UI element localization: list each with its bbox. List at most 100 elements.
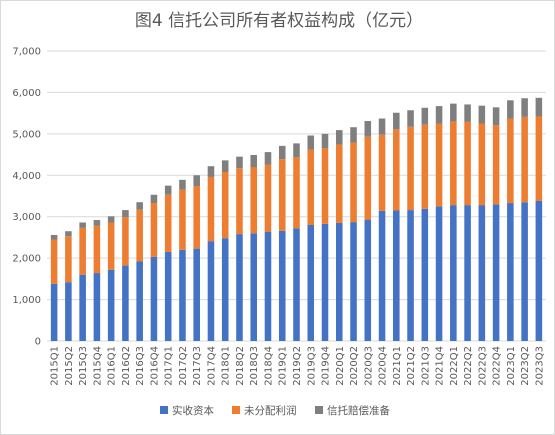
bar-segment	[350, 222, 357, 341]
bar-segment	[207, 166, 215, 177]
x-axis-tick-labels: 2015Q1 2015Q2 2015Q3 2015Q4 2016Q1 2016Q2 2016…	[50, 346, 546, 386]
x-tick-label: 2017Q1	[164, 346, 175, 386]
bar-segment	[450, 121, 457, 206]
x-tick-label: 2021Q2	[406, 346, 417, 386]
x-tick-label: 2018Q1	[221, 346, 232, 386]
bar-segment	[136, 202, 143, 210]
bar-segment	[535, 116, 543, 201]
bar-segment	[264, 152, 272, 165]
x-tick-label: 2017Q2	[178, 346, 189, 386]
bar-segment	[50, 239, 58, 284]
bar-segment	[207, 176, 215, 242]
x-tick-label: 2016Q3	[135, 346, 146, 386]
bar-segment	[278, 159, 286, 231]
bar-segment	[122, 217, 129, 266]
x-tick-label: 2015Q3	[78, 346, 89, 386]
x-tick-label: 2019Q4	[321, 346, 332, 386]
bar-segment	[421, 107, 429, 125]
bar-segment	[464, 104, 471, 122]
bar-segment	[507, 118, 514, 204]
bar-segment	[492, 125, 500, 205]
bar-segment	[335, 222, 343, 341]
bar-segment	[521, 116, 528, 203]
bar-segment	[307, 225, 315, 341]
bar-segment	[79, 222, 86, 228]
bar-segment	[50, 283, 58, 341]
bars	[50, 97, 543, 341]
bar-segment	[535, 200, 543, 341]
bar-segment	[307, 135, 315, 150]
legend-label: 信托赔偿准备	[327, 404, 390, 417]
bar-segment	[65, 236, 72, 283]
bar-segment	[321, 133, 329, 149]
x-tick-label: 2019Q1	[278, 346, 289, 386]
bar-segment	[393, 210, 400, 341]
bar-segment	[107, 216, 115, 223]
x-tick-label: 2020Q4	[378, 346, 389, 386]
bar-segment	[293, 157, 300, 229]
bar-segment	[435, 106, 443, 124]
y-tick-label: 7,000	[12, 47, 41, 58]
bar-segment	[378, 118, 386, 135]
bar-segment	[250, 154, 258, 167]
x-tick-label: 2018Q3	[249, 346, 260, 386]
bar-segment	[535, 97, 543, 117]
bar-segment	[150, 203, 158, 257]
bar-segment	[221, 160, 229, 172]
y-tick-label: 4,000	[12, 171, 41, 182]
bar-segment	[250, 167, 258, 234]
bar-segment	[136, 209, 143, 262]
bar-segment	[50, 234, 58, 240]
x-tick-label: 2018Q2	[235, 346, 246, 386]
x-tick-label: 2020Q2	[349, 346, 360, 386]
x-tick-label: 2021Q3	[420, 346, 431, 386]
x-tick-label: 2019Q3	[306, 346, 317, 386]
bar-segment	[507, 100, 514, 119]
bar-segment	[407, 210, 414, 341]
x-tick-label: 2022Q2	[463, 346, 474, 386]
y-tick-label: 2,000	[12, 254, 41, 265]
bar-segment	[122, 210, 129, 218]
bar-segment	[464, 205, 471, 341]
legend-swatch	[160, 406, 168, 414]
bar-segment	[521, 98, 528, 117]
bar-segment	[450, 205, 457, 341]
bar-segment	[164, 185, 172, 195]
bar-segment	[207, 241, 215, 341]
x-tick-label: 2016Q4	[149, 346, 160, 386]
x-tick-label: 2015Q1	[50, 346, 61, 386]
bar-segment	[193, 175, 200, 187]
x-tick-label: 2018Q4	[263, 346, 274, 386]
bar-segment	[65, 282, 72, 341]
legend-label: 实收资本	[172, 404, 214, 417]
bar-segment	[150, 256, 158, 341]
chart-title: 图4 信托公司所有者权益构成（亿元）	[135, 11, 423, 31]
bar-segment	[236, 168, 243, 235]
legend-swatch	[232, 406, 240, 414]
x-tick-label: 2023Q3	[534, 346, 545, 386]
bar-segment	[435, 123, 443, 207]
bar-segment	[221, 171, 229, 239]
bar-segment	[407, 110, 414, 127]
x-tick-label: 2020Q1	[335, 346, 346, 386]
bar-segment	[236, 234, 243, 341]
x-tick-label: 2019Q2	[292, 346, 303, 386]
bar-segment	[407, 126, 414, 211]
bar-segment	[421, 124, 429, 209]
legend-swatch	[315, 406, 323, 414]
bar-segment	[193, 248, 200, 341]
x-tick-label: 2023Q1	[506, 346, 517, 386]
bar-segment	[250, 233, 258, 341]
bar-segment	[264, 231, 272, 341]
bar-segment	[264, 164, 272, 232]
bar-segment	[79, 227, 86, 275]
bar-segment	[435, 206, 443, 341]
bar-segment	[193, 186, 200, 249]
bar-segment	[122, 265, 129, 341]
bar-segment	[278, 145, 286, 160]
bar-segment	[464, 121, 471, 206]
bar-segment	[278, 230, 286, 341]
x-tick-label: 2020Q3	[363, 346, 374, 386]
bar-segment	[378, 134, 386, 211]
bar-segment	[364, 219, 372, 341]
